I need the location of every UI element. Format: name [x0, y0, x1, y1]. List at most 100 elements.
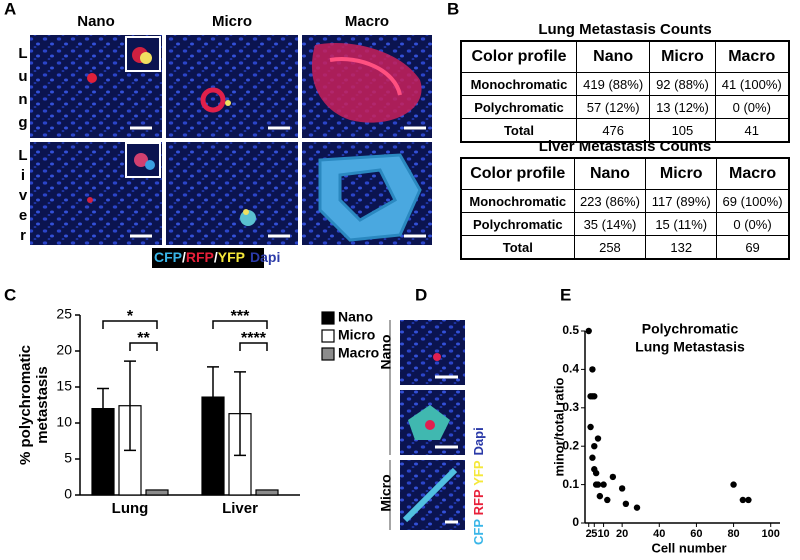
table: Color profile Nano Micro Macro Monochromatic… [460, 40, 790, 143]
point [592, 469, 600, 477]
y-tick-label: 25 [56, 306, 72, 322]
point [596, 492, 604, 500]
significance-bracket [129, 342, 158, 351]
legend-swatch [321, 311, 335, 325]
stain-dapi: Dapi [250, 249, 280, 265]
table-cell: 476 [575, 118, 651, 143]
legend-swatch [321, 347, 335, 361]
panel-label: A [4, 0, 16, 18]
column-label: Micro [212, 13, 252, 30]
table-title: Lung Metastasis Counts [538, 21, 712, 38]
table-cell: 132 [645, 235, 718, 260]
y-axis-label-line: metastasis [34, 366, 51, 444]
stain-yfp: YFP [471, 460, 486, 486]
x-tick-label: 60 [690, 528, 702, 540]
point [730, 481, 737, 488]
row-label: Liver [18, 147, 28, 244]
table-cell: Total [460, 118, 577, 143]
x-tick-label: Liver [222, 500, 258, 517]
x-tick-label: Lung [112, 500, 149, 517]
table-cell: Macro [716, 157, 790, 190]
table-cell: 57 (12%) [575, 95, 651, 119]
table-cell: 105 [649, 118, 716, 143]
count-table: Lung Metastasis Counts Color profile Nano M… [460, 20, 790, 143]
y-axis-label: % polychromaticmetastasis [17, 345, 51, 465]
table-cell: 41 [714, 118, 790, 143]
table-cell: 117 (89%) [645, 189, 718, 213]
y-tick-label: 0.5 [562, 323, 579, 337]
table-cell: 0 (0%) [716, 212, 790, 236]
point [589, 366, 596, 373]
table-title: Liver Metastasis Counts [538, 138, 712, 155]
point [600, 481, 607, 488]
table-cell: 258 [573, 235, 647, 260]
point [633, 504, 641, 511]
bar [255, 489, 279, 496]
table-cell: 41 (100%) [714, 72, 790, 96]
panel-label: C [4, 285, 16, 304]
legend-swatch [321, 329, 335, 343]
y-axis-label: minor/total ratio [551, 377, 566, 476]
table-cell: Monochromatic [460, 72, 577, 96]
table-cell: Total [460, 235, 575, 260]
x-tick-label: 80 [727, 528, 739, 540]
x-tick-label: 100 [762, 528, 780, 540]
table: Color profile Nano Micro Macro Monochromatic… [460, 157, 790, 260]
table-row: Monochromatic 223 (86%) 117 (89%) 69 (100%) [460, 189, 790, 213]
table-cell: 223 (86%) [573, 189, 647, 213]
y-tick-label: 0.2 [562, 438, 579, 452]
point [591, 443, 598, 450]
stain-legend: CFP/RFP/YFPDapi [471, 427, 486, 545]
point [594, 481, 602, 488]
y-tick-label: 10 [56, 414, 72, 430]
error-bar [207, 366, 219, 429]
y-tick-label: 0.3 [562, 400, 579, 414]
table-cell: Nano [575, 40, 651, 73]
table-cell: 69 (100%) [716, 189, 790, 213]
stain-slash: / [214, 249, 218, 265]
significance-bracket [212, 320, 268, 329]
table-row: Polychromatic 57 (12%) 13 (12%) 0 (0%) [460, 95, 790, 119]
stain-yfp: YFP [218, 249, 245, 265]
stain-rfp: RFP [186, 249, 214, 265]
y-tick-label: 0 [64, 486, 72, 502]
column-label: Macro [345, 13, 389, 30]
point [587, 423, 594, 431]
table-cell: Color profile [460, 157, 575, 190]
y-tick-label: 20 [56, 342, 72, 358]
row-label: Nano [378, 335, 394, 370]
stain-rfp: RFP [471, 489, 486, 515]
bar [145, 489, 169, 496]
table-cell: 15 (11%) [645, 212, 718, 236]
legend-label: Nano [338, 309, 373, 325]
significance-label: * [127, 308, 134, 325]
chart-title: Polychromatic [642, 321, 739, 337]
panel-label: E [560, 285, 571, 304]
significance-bracket [102, 320, 158, 329]
legend-label: Micro [338, 327, 375, 343]
panel-label: B [447, 0, 459, 18]
stain-dapi: Dapi [471, 427, 486, 455]
table-cell: 419 (88%) [575, 72, 651, 96]
error-bar [234, 371, 246, 457]
table-cell: Polychromatic [460, 212, 575, 236]
count-table: Liver Metastasis Counts Color profile Nano… [460, 137, 790, 260]
table-cell: 13 (12%) [649, 95, 716, 119]
panel-label: D [415, 285, 427, 304]
column-label: Nano [77, 13, 115, 30]
error-bar [124, 360, 136, 452]
significance-label: *** [231, 308, 250, 325]
error-bar [97, 387, 109, 430]
significance-label: ** [137, 330, 150, 347]
chart-title: Lung Metastasis [635, 339, 745, 355]
point [589, 454, 596, 461]
y-tick-label: 0.1 [562, 477, 579, 491]
point [594, 435, 602, 442]
table-cell: Micro [649, 40, 716, 73]
significance-label: **** [241, 330, 267, 347]
table-cell: 0 (0%) [714, 95, 790, 119]
table-row: Polychromatic 35 (14%) 15 (11%) 0 (0%) [460, 212, 790, 236]
